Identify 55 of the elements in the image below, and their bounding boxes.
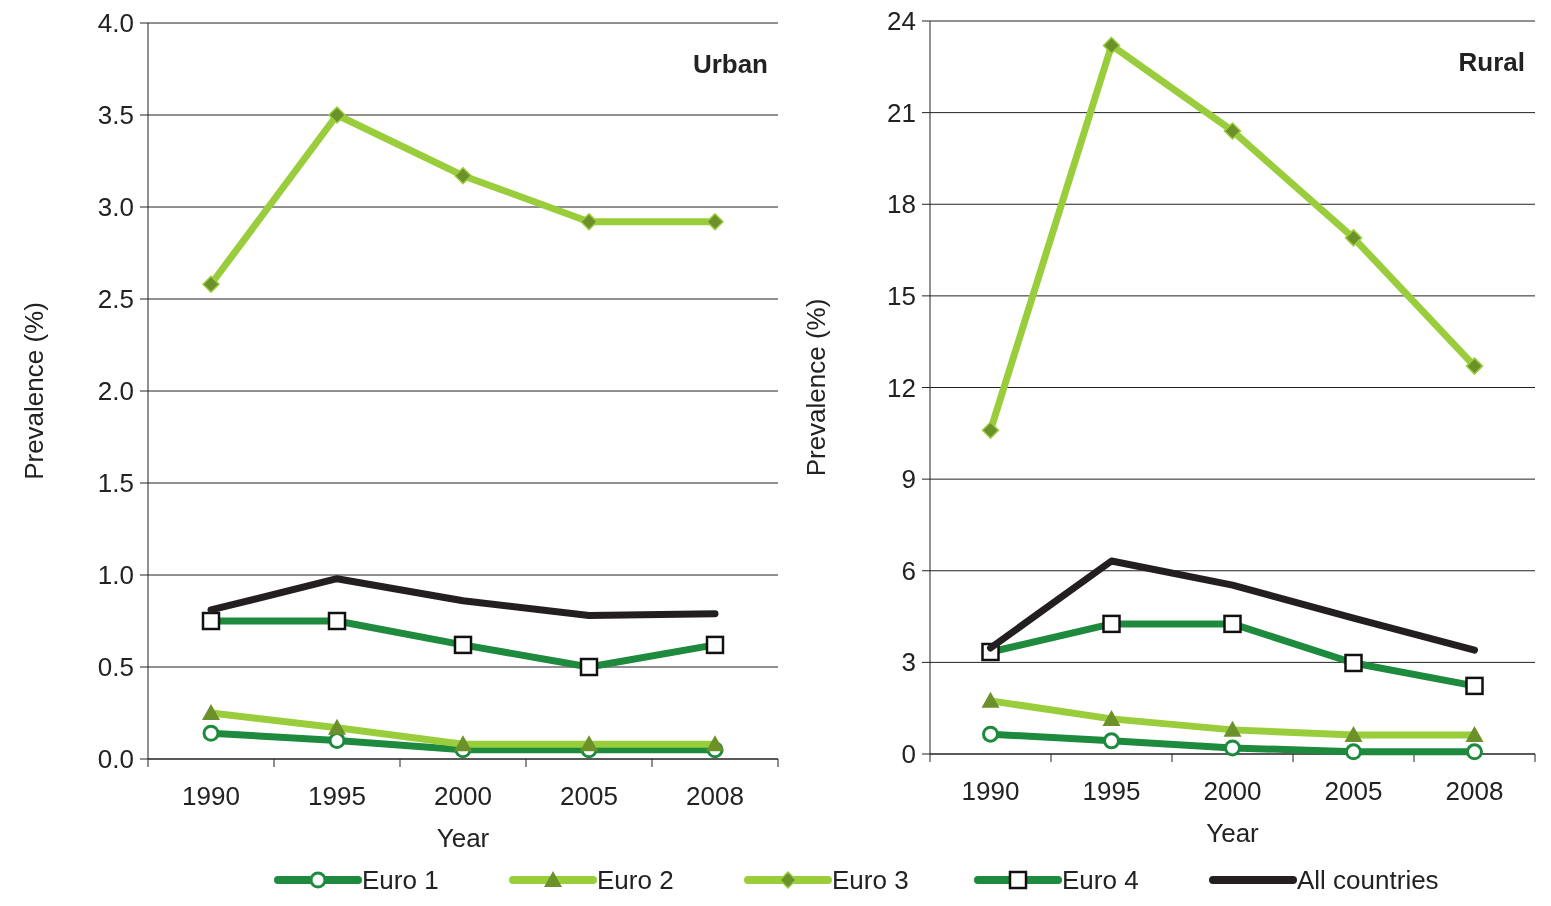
point bbox=[706, 212, 724, 231]
y-tick-label: 0.5 bbox=[97, 652, 134, 683]
point bbox=[1344, 229, 1363, 247]
point bbox=[1103, 732, 1120, 750]
x-tick-label: 1995 bbox=[1082, 776, 1141, 806]
text: Rural bbox=[1458, 47, 1525, 77]
point bbox=[1465, 357, 1484, 375]
legend-label: Euro 4 bbox=[1062, 865, 1139, 896]
point bbox=[1345, 743, 1362, 761]
y-tick-label: 0.0 bbox=[97, 744, 134, 775]
x-tick-label: 2008 bbox=[686, 781, 744, 811]
x-tick-label: 2008 bbox=[1445, 776, 1504, 806]
y-tick-label: 12 bbox=[887, 372, 916, 403]
y-axis-title: Prevalence (%) bbox=[801, 298, 831, 477]
y-tick-label: 9 bbox=[901, 464, 916, 495]
point bbox=[1223, 122, 1242, 140]
y-tick-label: 4.0 bbox=[97, 8, 134, 39]
y-tick-label: 1.5 bbox=[97, 468, 134, 499]
y-axis-title: Prevalence (%) bbox=[19, 302, 49, 480]
legend-label: Euro 1 bbox=[362, 865, 439, 896]
point bbox=[580, 212, 598, 231]
x-tick-label: 1990 bbox=[961, 776, 1020, 806]
legend-label: Euro 3 bbox=[832, 865, 909, 896]
y-tick-label: 3 bbox=[901, 647, 916, 678]
x-axis-title: Year bbox=[436, 823, 490, 853]
y-tick-label: 0 bbox=[901, 739, 916, 770]
y-tick-label: 6 bbox=[901, 555, 916, 586]
x-axis-title: Year bbox=[1206, 818, 1260, 848]
x-tick-label: 2005 bbox=[560, 781, 618, 811]
point bbox=[1466, 743, 1483, 761]
y-tick-label: 3.5 bbox=[97, 100, 134, 131]
point bbox=[1224, 739, 1241, 757]
x-tick-label: 1990 bbox=[182, 781, 240, 811]
x-tick-label: 2005 bbox=[1324, 776, 1383, 806]
x-tick-label: 2000 bbox=[1203, 776, 1262, 806]
legend-label: All countries bbox=[1297, 865, 1439, 896]
y-tick-label: 21 bbox=[887, 97, 916, 128]
y-tick-label: 24 bbox=[887, 6, 916, 37]
text: Urban bbox=[692, 49, 768, 79]
y-tick-label: 2.0 bbox=[97, 376, 134, 407]
point bbox=[202, 275, 220, 294]
point bbox=[454, 166, 472, 185]
legend-label: Euro 2 bbox=[597, 865, 674, 896]
point bbox=[328, 106, 346, 124]
point bbox=[1102, 36, 1121, 55]
y-tick-label: 1.0 bbox=[97, 560, 134, 591]
point bbox=[202, 724, 220, 742]
y-tick-label: 2.5 bbox=[97, 284, 134, 315]
point bbox=[982, 725, 999, 743]
y-tick-label: 18 bbox=[887, 189, 916, 220]
x-tick-label: 1995 bbox=[308, 781, 366, 811]
y-tick-label: 3.0 bbox=[97, 192, 134, 223]
y-tick-label: 15 bbox=[887, 280, 916, 311]
point bbox=[981, 421, 1000, 440]
x-tick-label: 2000 bbox=[434, 781, 492, 811]
